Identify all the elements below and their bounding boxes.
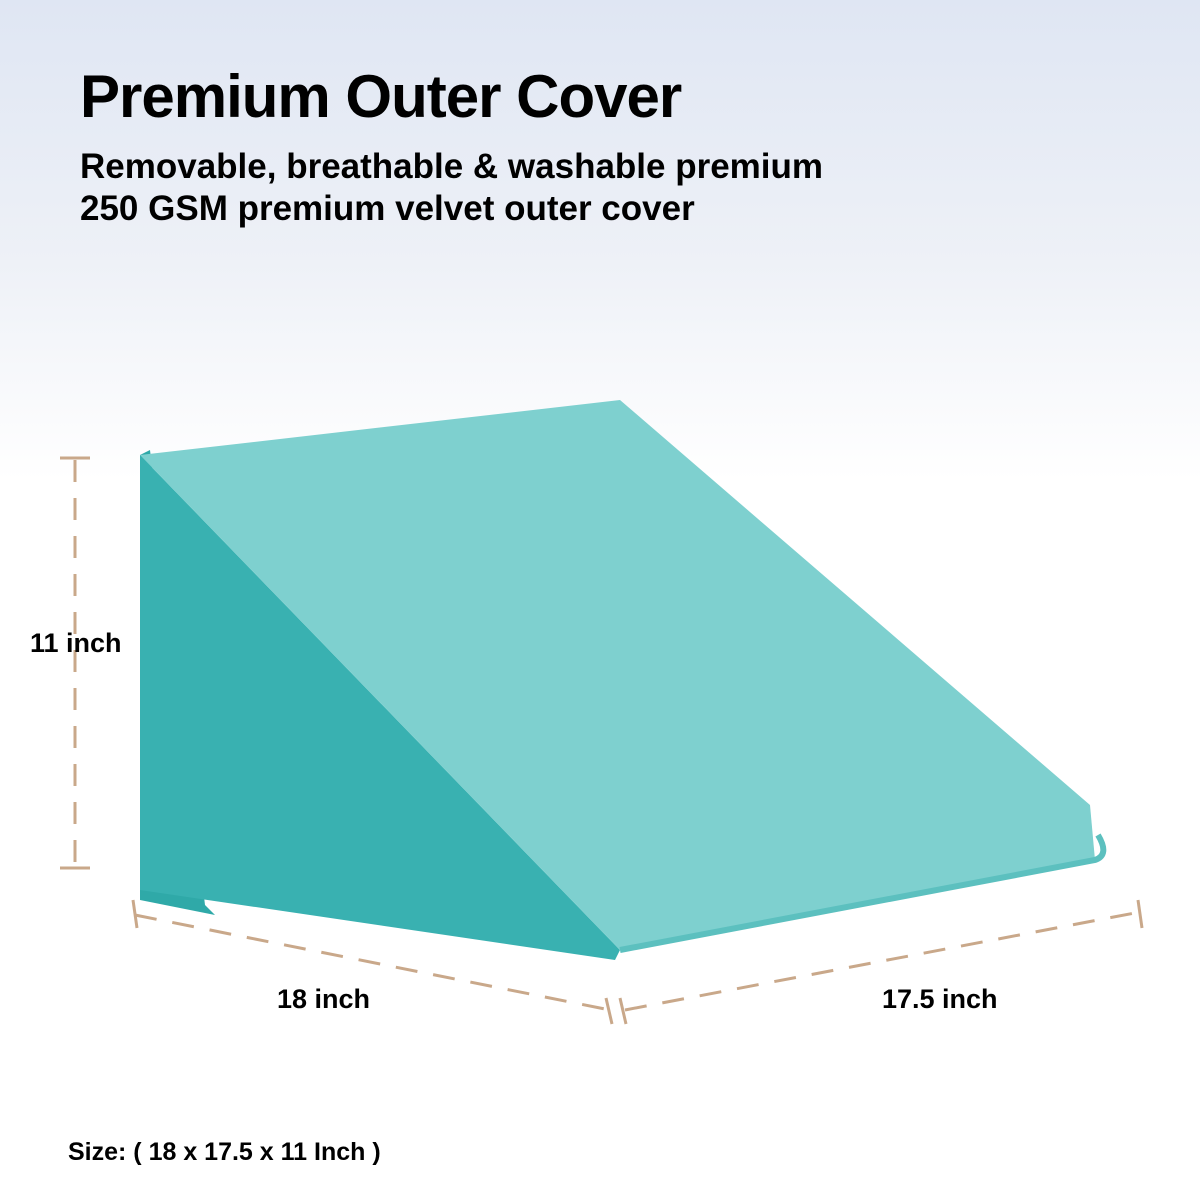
- size-note: Size: ( 18 x 17.5 x 11 Inch ): [68, 1138, 381, 1166]
- dimension-lines: [73, 460, 1141, 1012]
- dimension-ticks: [60, 456, 1144, 1025]
- wedge-front-edge: [619, 833, 1107, 953]
- wedge-slope: [140, 400, 1095, 950]
- subtitle-line: Removable, breathable & washable premium: [80, 147, 824, 186]
- width-label: 18 inch: [277, 984, 371, 1014]
- subtitle-line: 250 GSM premium velvet outer cover: [80, 189, 695, 228]
- wedge-side: [140, 455, 620, 960]
- subtitle: Removable, breathable & washable premium…: [80, 146, 823, 230]
- title: Premium Outer Cover: [80, 63, 682, 130]
- depth-label: 17.5 inch: [882, 984, 998, 1014]
- height-label: 11 inch: [30, 628, 122, 658]
